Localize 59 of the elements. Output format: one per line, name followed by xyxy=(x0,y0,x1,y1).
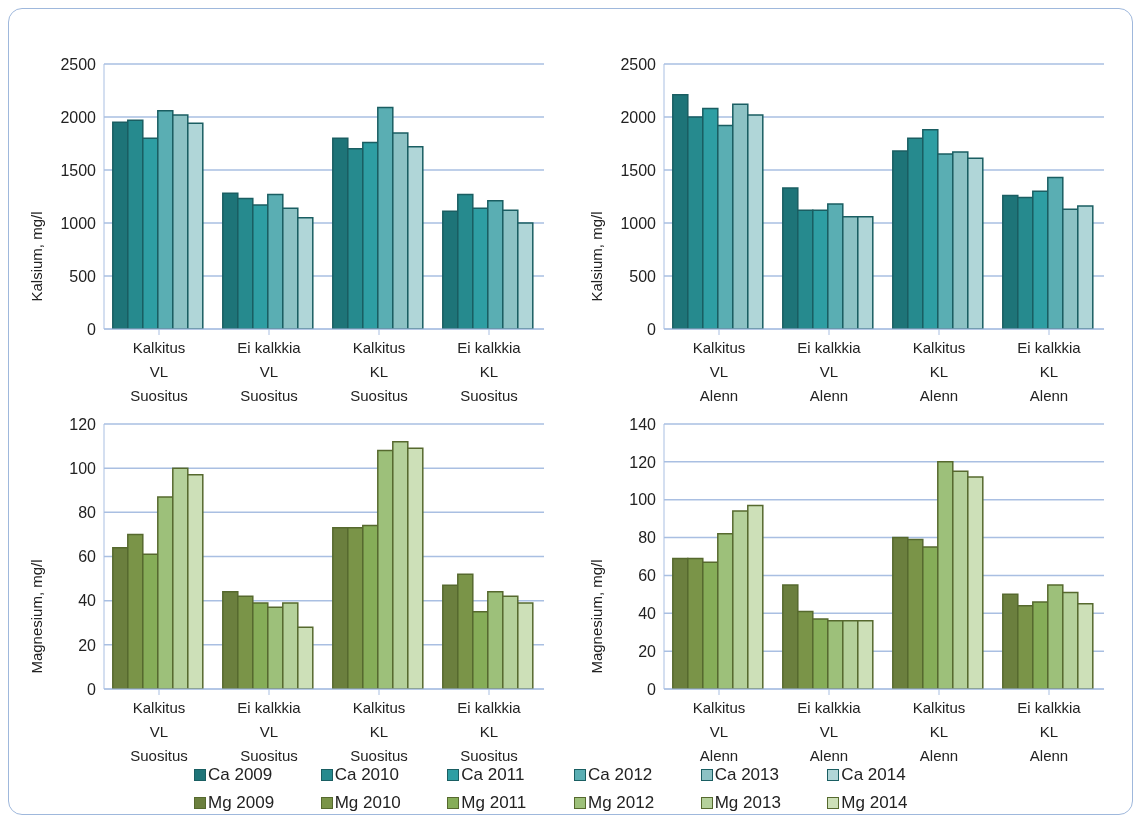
y-tick-label: 1500 xyxy=(60,161,97,179)
y-tick-label: 120 xyxy=(629,453,657,471)
y-tick-label: 140 xyxy=(629,415,657,433)
y-tick-label: 80 xyxy=(638,529,657,547)
x-tick-label: Ei kalkkia VL Suositus xyxy=(237,339,302,404)
legend-label: Ca 2013 xyxy=(714,765,779,785)
y-tick-label: 20 xyxy=(78,636,97,654)
y-tick-label: 0 xyxy=(647,680,657,698)
y-tick-label: 120 xyxy=(69,415,97,433)
y-tick-label: 2500 xyxy=(620,55,657,73)
y-tick-label: 2000 xyxy=(60,108,97,126)
y-tick-label: 500 xyxy=(69,267,97,285)
y-tick-label: 1500 xyxy=(620,161,657,179)
x-tick-label: Ei kalkkia VL Alenn xyxy=(797,699,862,764)
legend-label: Ca 2010 xyxy=(334,765,399,785)
y-tick-label: 100 xyxy=(629,491,657,509)
x-tick-label: Ei kalkkia KL Alenn xyxy=(1017,339,1082,404)
y-tick-label: 80 xyxy=(78,504,97,522)
y-tick-label: 60 xyxy=(638,567,657,585)
y-tick-label: 40 xyxy=(78,592,97,610)
x-tick-label: Kalkitus VL Alenn xyxy=(692,699,746,764)
x-tick-label: Kalkitus VL Suositus xyxy=(130,339,188,404)
y-tick-label: 1000 xyxy=(620,214,657,232)
x-tick-label: Ei kalkkia KL Suositus xyxy=(457,339,522,404)
legend-label: Mg 2014 xyxy=(841,793,908,813)
y-tick-label: 0 xyxy=(87,680,97,698)
y-tick-label: 20 xyxy=(638,642,657,660)
y-axis-title: Magnesium, mg/l xyxy=(588,559,606,674)
y-tick-label: 2000 xyxy=(620,108,657,126)
x-tick-label: Ei kalkkia KL Alenn xyxy=(1017,699,1082,764)
legend-label: Mg 2009 xyxy=(208,793,275,813)
y-axis-title: Kalsium, mg/l xyxy=(588,211,606,302)
x-tick-label: Kalkitus KL Suositus xyxy=(350,339,408,404)
y-tick-label: 60 xyxy=(78,548,97,566)
y-tick-label: 1000 xyxy=(60,214,97,232)
legend-label: Mg 2011 xyxy=(461,793,527,813)
y-tick-label: 0 xyxy=(87,320,97,338)
x-tick-label: Ei kalkkia VL Suositus xyxy=(237,699,302,764)
legend-label: Mg 2010 xyxy=(334,793,401,813)
y-axis-title: Magnesium, mg/l xyxy=(28,559,46,674)
x-tick-label: Ei kalkkia KL Suositus xyxy=(457,699,522,764)
y-tick-label: 0 xyxy=(647,320,657,338)
legend-label: Ca 2014 xyxy=(841,765,906,785)
x-tick-label: Kalkitus KL Alenn xyxy=(912,699,966,764)
legend-label: Mg 2012 xyxy=(588,793,655,813)
y-axis-title: Kalsium, mg/l xyxy=(28,211,46,302)
legend-label: Ca 2009 xyxy=(208,765,273,785)
y-tick-label: 500 xyxy=(629,267,657,285)
x-tick-label: Kalkitus KL Suositus xyxy=(350,699,408,764)
x-tick-label: Kalkitus VL Alenn xyxy=(692,339,746,404)
y-tick-label: 2500 xyxy=(60,55,97,73)
x-tick-label: Kalkitus KL Alenn xyxy=(912,339,966,404)
y-tick-label: 100 xyxy=(69,459,97,477)
x-tick-label: Ei kalkkia VL Alenn xyxy=(797,339,862,404)
legend-label: Mg 2013 xyxy=(714,793,781,813)
legend-label: Ca 2012 xyxy=(588,765,653,785)
y-tick-label: 40 xyxy=(638,604,657,622)
x-tick-label: Kalkitus VL Suositus xyxy=(130,699,188,764)
legend-label: Ca 2011 xyxy=(461,765,525,785)
